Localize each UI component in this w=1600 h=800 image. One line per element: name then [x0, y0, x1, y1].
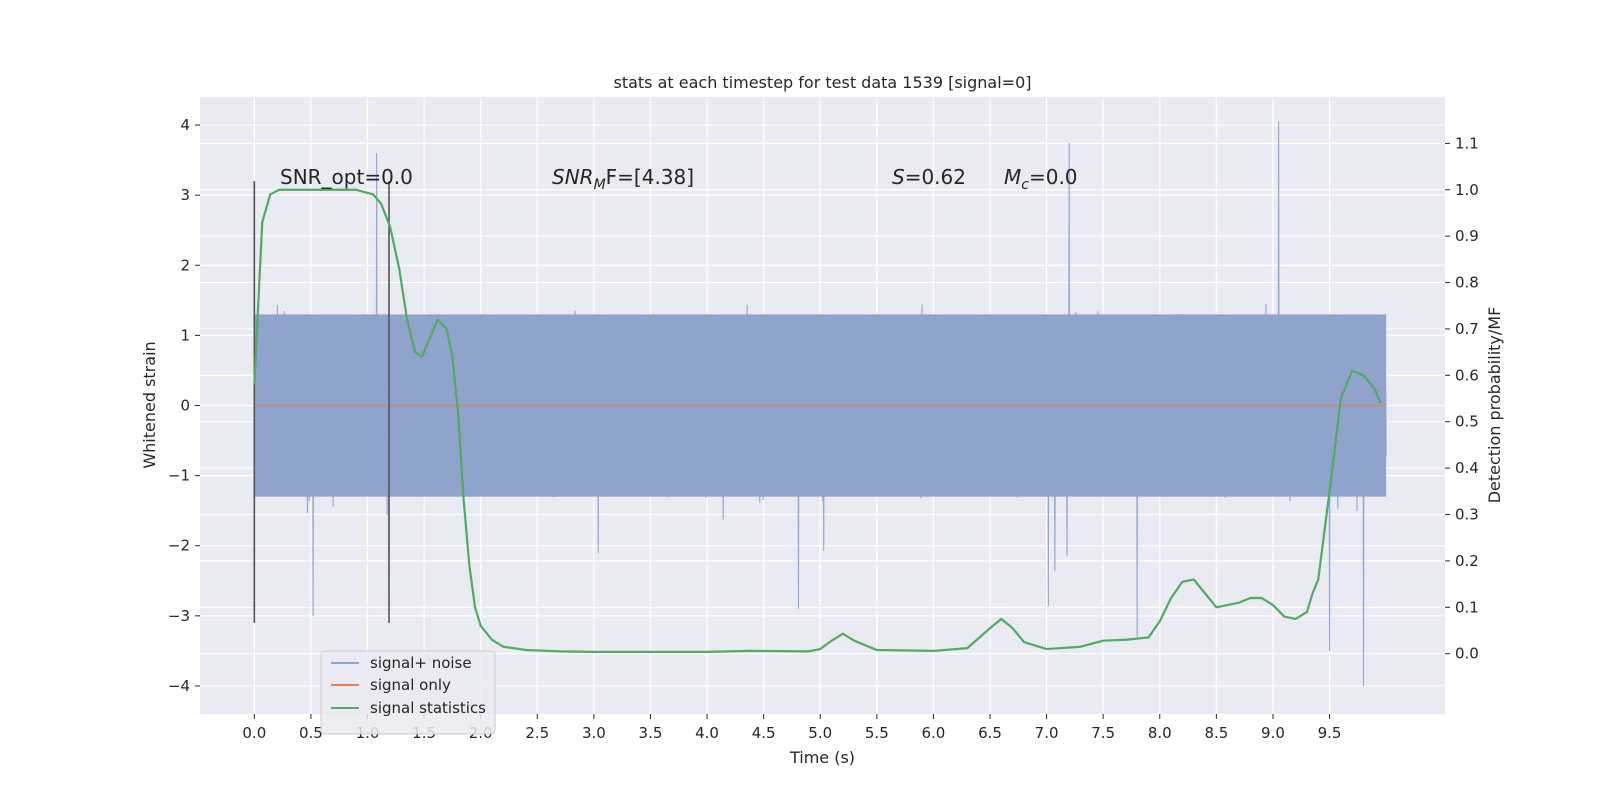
y-tick-label: 0 [180, 397, 190, 415]
y-tick-label: 1 [180, 326, 190, 344]
annotation-mc-base: M [1004, 165, 1021, 189]
x-tick-label: 0.5 [299, 724, 323, 742]
legend-label-signal-only: signal only [370, 676, 451, 694]
y-axis-label: Whitened strain [140, 341, 159, 468]
y-tick-label: 4 [180, 116, 190, 134]
axes: 0.00.51.01.52.02.53.03.54.04.55.05.56.06… [168, 116, 1479, 742]
annotation-s-base: S [892, 165, 905, 189]
x-tick-label: 3.0 [582, 724, 606, 742]
signal-statistics-line [253, 188, 1382, 653]
y2-tick-label: 0.2 [1455, 552, 1479, 570]
legend-label-signal-noise: signal+ noise [370, 654, 472, 672]
y2-tick-label: 0.9 [1455, 227, 1479, 245]
annotation-mc: Mc=0.0 [1004, 165, 1078, 193]
annotation-s: S=0.62 [892, 165, 966, 189]
y2-tick-label: 0.4 [1455, 459, 1479, 477]
y2-tick-label: 0.0 [1455, 645, 1479, 663]
y2-tick-label: 0.7 [1455, 320, 1479, 338]
x-tick-label: 0.0 [242, 724, 266, 742]
x-tick-label: 6.5 [978, 724, 1002, 742]
x-tick-label: 8.0 [1148, 724, 1172, 742]
series-signal-statistics [253, 188, 1382, 653]
annotation-snr-mf-base: SNR [552, 165, 594, 189]
noise-trace [253, 121, 1387, 686]
x-tick-label: 5.5 [865, 724, 889, 742]
annotation-snr-mf-rest: F=[4.38] [606, 165, 694, 189]
annotation-mc-sub: c [1021, 177, 1029, 193]
y-tick-label: −3 [168, 607, 190, 625]
y2-axis-label: Detection probability/MF [1485, 307, 1504, 504]
chart-title: stats at each timestep for test data 153… [613, 73, 1031, 92]
x-tick-label: 2.5 [525, 724, 549, 742]
y-tick-label: 3 [180, 186, 190, 204]
x-tick-label: 7.0 [1035, 724, 1059, 742]
y2-tick-label: 0.1 [1455, 598, 1479, 616]
y-tick-label: −1 [168, 467, 190, 485]
x-tick-label: 5.0 [808, 724, 832, 742]
x-tick-label: 3.5 [639, 724, 663, 742]
x-tick-label: 4.0 [695, 724, 719, 742]
y-tick-label: 2 [180, 256, 190, 274]
vlines [253, 181, 390, 623]
y2-tick-label: 1.1 [1455, 134, 1479, 152]
legend-label-signal-statistics: signal statistics [370, 699, 486, 717]
annotation-mc-rest: =0.0 [1029, 165, 1078, 189]
annotation-snr-mf-sub: M [594, 177, 606, 193]
x-tick-label: 4.5 [752, 724, 776, 742]
x-tick-label: 9.5 [1318, 724, 1342, 742]
y2-tick-label: 0.3 [1455, 506, 1479, 524]
x-tick-label: 6.0 [921, 724, 945, 742]
x-tick-label: 8.5 [1204, 724, 1228, 742]
x-axis-label: Time (s) [789, 748, 855, 767]
y2-tick-label: 1.0 [1455, 181, 1479, 199]
y2-tick-label: 0.8 [1455, 274, 1479, 292]
y2-tick-label: 0.6 [1455, 366, 1479, 384]
legend: signal+ noise signal only signal statist… [320, 650, 496, 735]
annotation-snr-mf: SNRMF=[4.38] [552, 165, 694, 193]
x-tick-label: 7.5 [1091, 724, 1115, 742]
y-tick-label: −2 [168, 537, 190, 555]
annotation-s-rest: =0.62 [905, 165, 966, 189]
y2-tick-label: 0.5 [1455, 413, 1479, 431]
legend-box [320, 650, 496, 735]
annotation-snr-opt: SNR_opt=0.0 [280, 165, 413, 189]
y-tick-label: −4 [168, 677, 190, 695]
x-tick-label: 9.0 [1261, 724, 1285, 742]
